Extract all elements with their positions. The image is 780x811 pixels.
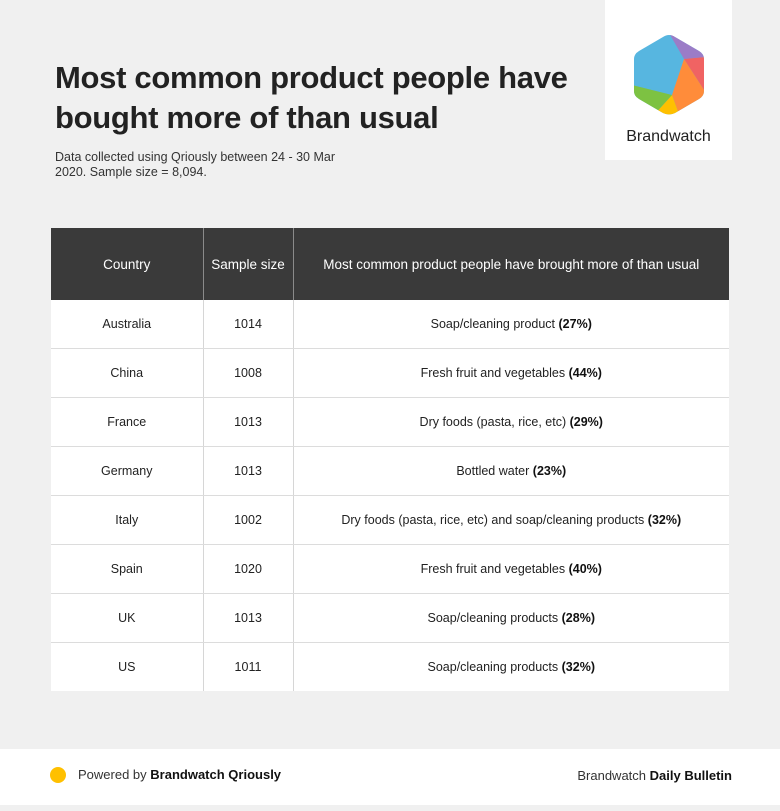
product-percent: (28%) <box>561 611 595 625</box>
cell-sample-size: 1013 <box>203 593 294 643</box>
powered-by-text: Powered by Brandwatch Qriously <box>78 767 281 782</box>
cell-country: Australia <box>51 300 204 349</box>
cell-product: Dry foods (pasta, rice, etc) (29%) <box>293 397 729 447</box>
cell-product: Fresh fruit and vegetables (40%) <box>293 544 729 594</box>
table-row: Germany 1013 Bottled water (23%) <box>51 446 729 496</box>
product-label: Fresh fruit and vegetables <box>420 366 566 380</box>
cell-sample-size: 1014 <box>203 300 294 349</box>
column-header-sample-size: Sample size <box>203 228 294 300</box>
cell-country: China <box>51 348 204 398</box>
powered-prefix: Powered by <box>78 767 147 782</box>
product-percent: (23%) <box>532 464 567 478</box>
cell-country: US <box>51 642 204 691</box>
cell-country: Germany <box>51 446 204 496</box>
cell-product: Dry foods (pasta, rice, etc) and soap/cl… <box>293 495 729 545</box>
product-percent: (40%) <box>568 562 602 576</box>
cell-country: Spain <box>51 544 204 594</box>
brand-logo-box: Brandwatch <box>605 0 732 160</box>
product-percent: (32%) <box>561 660 595 674</box>
daily-bulletin-text: Brandwatch Daily Bulletin <box>577 768 732 783</box>
table-row: US 1011 Soap/cleaning products (32%) <box>51 642 729 692</box>
data-table: Country Sample size Most common product … <box>51 228 729 691</box>
cell-sample-size: 1020 <box>203 544 294 594</box>
cell-country: Italy <box>51 495 204 545</box>
product-percent: (27%) <box>558 317 592 331</box>
cell-sample-size: 1008 <box>203 348 294 398</box>
product-label: Soap/cleaning products <box>427 611 559 625</box>
brandwatch-logo-icon <box>634 35 704 115</box>
cell-country: UK <box>51 593 204 643</box>
table-row: Australia 1014 Soap/cleaning product (27%) <box>51 300 729 349</box>
product-label: Bottled water <box>456 464 530 478</box>
column-header-product: Most common product people have brought … <box>293 228 729 300</box>
powered-brand: Brandwatch Qriously <box>150 767 282 782</box>
product-percent: (32%) <box>647 513 682 527</box>
bulletin-name: Daily Bulletin <box>649 768 732 783</box>
brand-name: Brandwatch <box>626 128 711 145</box>
product-label: Dry foods (pasta, rice, etc) <box>419 415 567 429</box>
table-row: China 1008 Fresh fruit and vegetables (44%… <box>51 348 729 398</box>
cell-sample-size: 1013 <box>203 397 294 447</box>
cell-country: France <box>51 397 204 447</box>
cell-sample-size: 1011 <box>203 642 294 691</box>
table-header-row: Country Sample size Most common product … <box>51 228 729 300</box>
cell-product: Soap/cleaning products (28%) <box>293 593 729 643</box>
page-title: Most common product people have bought m… <box>55 60 568 135</box>
product-percent: (44%) <box>568 366 602 380</box>
cell-product: Soap/cleaning products (32%) <box>293 643 729 692</box>
cell-product: Bottled water (23%) <box>293 446 729 496</box>
product-label: Fresh fruit and vegetables <box>420 562 566 576</box>
table-row: Spain 1020 Fresh fruit and vegetables (40%… <box>51 544 729 594</box>
product-label: Soap/cleaning products <box>427 660 559 674</box>
column-header-country: Country <box>51 228 204 300</box>
product-label: Dry foods (pasta, rice, etc) and soap/cl… <box>341 513 645 527</box>
cell-product: Soap/cleaning product (27%) <box>293 300 729 349</box>
product-label: Soap/cleaning product <box>430 317 556 331</box>
table-row: Italy 1002 Dry foods (pasta, rice, etc) an… <box>51 495 729 545</box>
footer: Powered by Brandwatch Qriously Brandwatc… <box>0 749 780 805</box>
cell-product: Fresh fruit and vegetables (44%) <box>293 348 729 398</box>
table-row: France 1013 Dry foods (pasta, rice, etc) (… <box>51 397 729 447</box>
table-row: UK 1013 Soap/cleaning products (28%) <box>51 593 729 643</box>
bulletin-prefix: Brandwatch <box>577 768 647 783</box>
cell-sample-size: 1013 <box>203 446 294 496</box>
cell-sample-size: 1002 <box>203 495 294 545</box>
yellow-dot-icon <box>50 767 66 783</box>
page-subtitle: Data collected using Qriously between 24… <box>55 150 336 179</box>
product-percent: (29%) <box>569 415 603 429</box>
